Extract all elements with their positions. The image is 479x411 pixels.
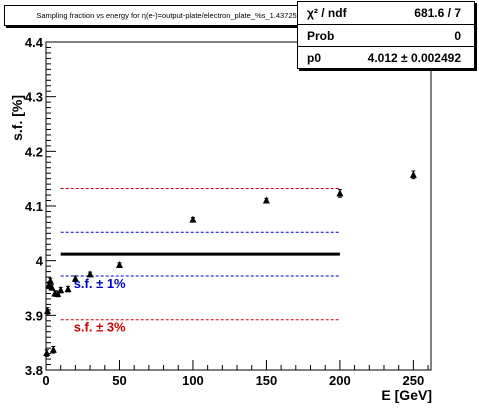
stats-key-p0: p0: [307, 51, 322, 65]
y-tick-label: 4.1: [25, 199, 43, 214]
stats-key-chi2: χ² / ndf: [307, 6, 347, 20]
fit-stats-box: χ² / ndf 681.6 / 7 Prob 0 p0 4.012 ± 0.0…: [297, 1, 475, 69]
stats-row-chi2: χ² / ndf 681.6 / 7: [298, 2, 474, 24]
x-tick-label: 200: [329, 373, 351, 388]
y-tick-label: 4: [36, 254, 44, 269]
stats-row-p0: p0 4.012 ± 0.002492: [298, 47, 474, 69]
data-point: [115, 261, 123, 269]
data-point: [43, 349, 51, 357]
stats-row-prob: Prob 0: [298, 25, 474, 47]
y-axis-title: s.f. [%]: [9, 95, 25, 141]
data-point: [262, 196, 270, 204]
x-tick-label: 50: [112, 373, 126, 388]
x-tick-label: 150: [256, 373, 278, 388]
data-point: [71, 274, 79, 282]
x-tick-label: 250: [403, 373, 425, 388]
data-point: [43, 306, 51, 314]
stats-value-chi2: 681.6 / 7: [414, 6, 461, 20]
stats-key-prob: Prob: [307, 29, 335, 43]
stats-value-prob: 0: [454, 29, 461, 43]
x-axis-title: E [GeV]: [381, 387, 432, 403]
y-tick-label: 3.9: [25, 308, 43, 323]
data-point: [46, 276, 54, 284]
y-tick-label: 3.8: [25, 363, 43, 378]
y-tick-label: 4.2: [25, 144, 43, 159]
data-point: [409, 170, 417, 178]
data-point: [86, 270, 94, 278]
band-label: s.f. ± 3%: [74, 320, 126, 335]
band-label: s.f. ± 1%: [74, 276, 126, 291]
y-tick-label: 4.4: [25, 35, 44, 50]
plot-title: Sampling fraction vs energy for η(e-)=ou…: [4, 5, 344, 26]
x-tick-label: 100: [182, 373, 204, 388]
plot-title-text: Sampling fraction vs energy for η(e-)=ou…: [36, 11, 312, 20]
data-point: [336, 189, 344, 197]
data-point: [189, 215, 197, 223]
data-point: [57, 286, 65, 294]
data-point: [54, 290, 62, 298]
data-point: [64, 285, 72, 293]
data-point: [49, 345, 57, 353]
stats-value-p0: 4.012 ± 0.002492: [367, 51, 461, 65]
x-tick-label: 0: [42, 373, 49, 388]
data-point: [48, 283, 56, 291]
stats-divider: [298, 46, 474, 47]
y-tick-label: 4.3: [25, 90, 43, 105]
stats-divider: [298, 24, 474, 25]
